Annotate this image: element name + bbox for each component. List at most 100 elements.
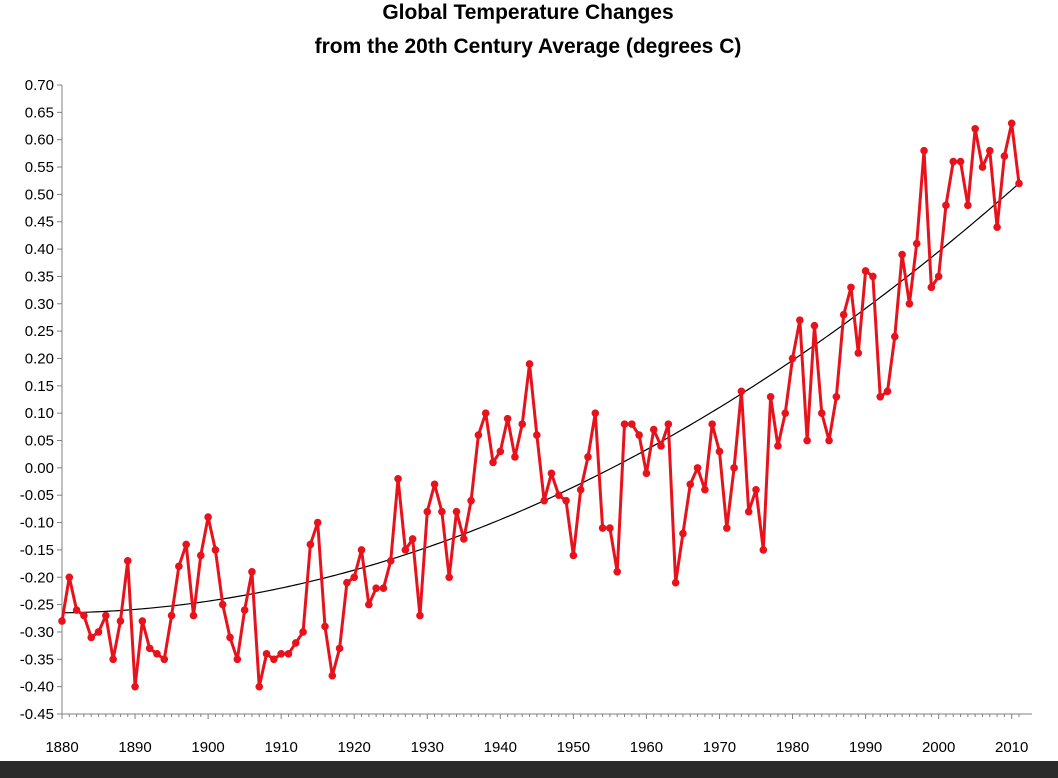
data-point <box>628 420 636 428</box>
y-tick-label: 0.30 <box>25 296 54 313</box>
data-point <box>620 420 629 428</box>
data-point <box>898 250 906 259</box>
data-point <box>722 524 731 532</box>
data-point <box>832 392 841 401</box>
series-line <box>60 121 1021 689</box>
y-tick-label: 0.35 <box>25 268 54 285</box>
data-point <box>759 546 768 554</box>
data-point <box>584 453 592 461</box>
data-point <box>664 420 673 428</box>
data-point <box>167 611 176 620</box>
y-tick-label: 0.65 <box>25 104 54 121</box>
bottom-bar <box>0 761 1058 778</box>
data-point <box>598 524 607 532</box>
data-point <box>65 573 74 582</box>
y-tick-label: -0.15 <box>20 542 54 559</box>
data-point <box>350 573 359 582</box>
data-point <box>481 409 490 417</box>
data-point <box>204 513 212 521</box>
data-point <box>766 392 775 401</box>
x-tick-label: 2010 <box>995 739 1028 756</box>
data-point <box>774 442 782 450</box>
data-point <box>240 606 249 614</box>
data-point <box>503 414 512 423</box>
x-tick-label: 1890 <box>118 739 151 756</box>
data-point <box>423 507 432 516</box>
data-point <box>357 546 366 554</box>
data-point <box>657 442 665 450</box>
data-point <box>817 409 826 417</box>
data-point <box>131 682 139 691</box>
series-group <box>58 119 1023 691</box>
x-tick-label: 1940 <box>484 739 517 756</box>
data-point <box>679 529 687 538</box>
y-tick-label: 0.60 <box>25 132 54 149</box>
data-point <box>847 283 855 292</box>
data-point <box>386 557 395 565</box>
chart-subtitle: from the 20th Century Average (degrees C… <box>315 35 742 58</box>
data-point <box>270 655 278 664</box>
data-point <box>175 562 183 571</box>
y-tick-label: 0.05 <box>25 433 54 450</box>
data-point <box>642 469 651 478</box>
y-tick-label: 0.70 <box>25 77 54 94</box>
data-point <box>905 299 914 308</box>
data-point <box>430 480 439 489</box>
data-point <box>94 628 103 636</box>
chart-title: Global Temperature Changes <box>382 1 673 24</box>
data-point <box>693 464 702 472</box>
data-point <box>525 360 534 368</box>
data-point <box>978 163 987 171</box>
data-point <box>394 475 402 483</box>
data-point <box>109 655 117 664</box>
data-point <box>1007 119 1016 128</box>
data-point <box>438 507 446 516</box>
data-point <box>956 157 965 166</box>
data-point <box>730 464 738 472</box>
data-point <box>474 431 483 439</box>
data-point <box>226 633 234 642</box>
data-point <box>58 617 66 625</box>
x-tick-label: 1900 <box>191 739 224 756</box>
x-axis-ticks: 1880 1890 1900 1910 1920 1930 1940 1950 1960 1970… <box>45 714 1028 756</box>
x-tick-label: 1930 <box>411 739 444 756</box>
data-point <box>576 485 585 494</box>
data-point <box>649 425 658 434</box>
data-point <box>284 650 293 658</box>
data-point <box>313 518 322 527</box>
data-point <box>715 447 724 456</box>
x-tick-label: 1970 <box>703 739 736 756</box>
y-tick-label: 0.20 <box>25 350 54 367</box>
data-point <box>671 578 680 587</box>
y-tick-label: 0.40 <box>25 241 54 258</box>
data-point <box>87 633 96 642</box>
data-point <box>138 617 147 625</box>
data-point <box>752 485 760 494</box>
data-point <box>1000 152 1009 160</box>
data-point <box>803 436 811 445</box>
data-point <box>613 567 622 576</box>
data-point <box>116 617 125 625</box>
data-point <box>781 409 790 417</box>
data-point <box>949 157 958 166</box>
data-point <box>891 332 899 341</box>
y-tick-label: 0.50 <box>25 186 54 203</box>
data-point <box>372 584 380 592</box>
x-tick-label: 1950 <box>557 739 590 756</box>
data-point <box>854 349 863 357</box>
y-tick-label: -0.20 <box>20 569 54 586</box>
data-point <box>379 584 388 592</box>
data-point <box>912 239 921 248</box>
data-point <box>335 644 344 653</box>
x-tick-label: 1920 <box>338 739 371 756</box>
data-point <box>80 611 88 620</box>
data-point <box>182 540 190 549</box>
y-tick-label: 0.10 <box>25 405 54 422</box>
data-point <box>591 409 600 417</box>
y-tick-label: -0.05 <box>20 487 54 504</box>
data-point <box>569 551 578 560</box>
data-point <box>459 535 468 543</box>
data-point <box>153 650 161 658</box>
data-point <box>708 420 716 428</box>
